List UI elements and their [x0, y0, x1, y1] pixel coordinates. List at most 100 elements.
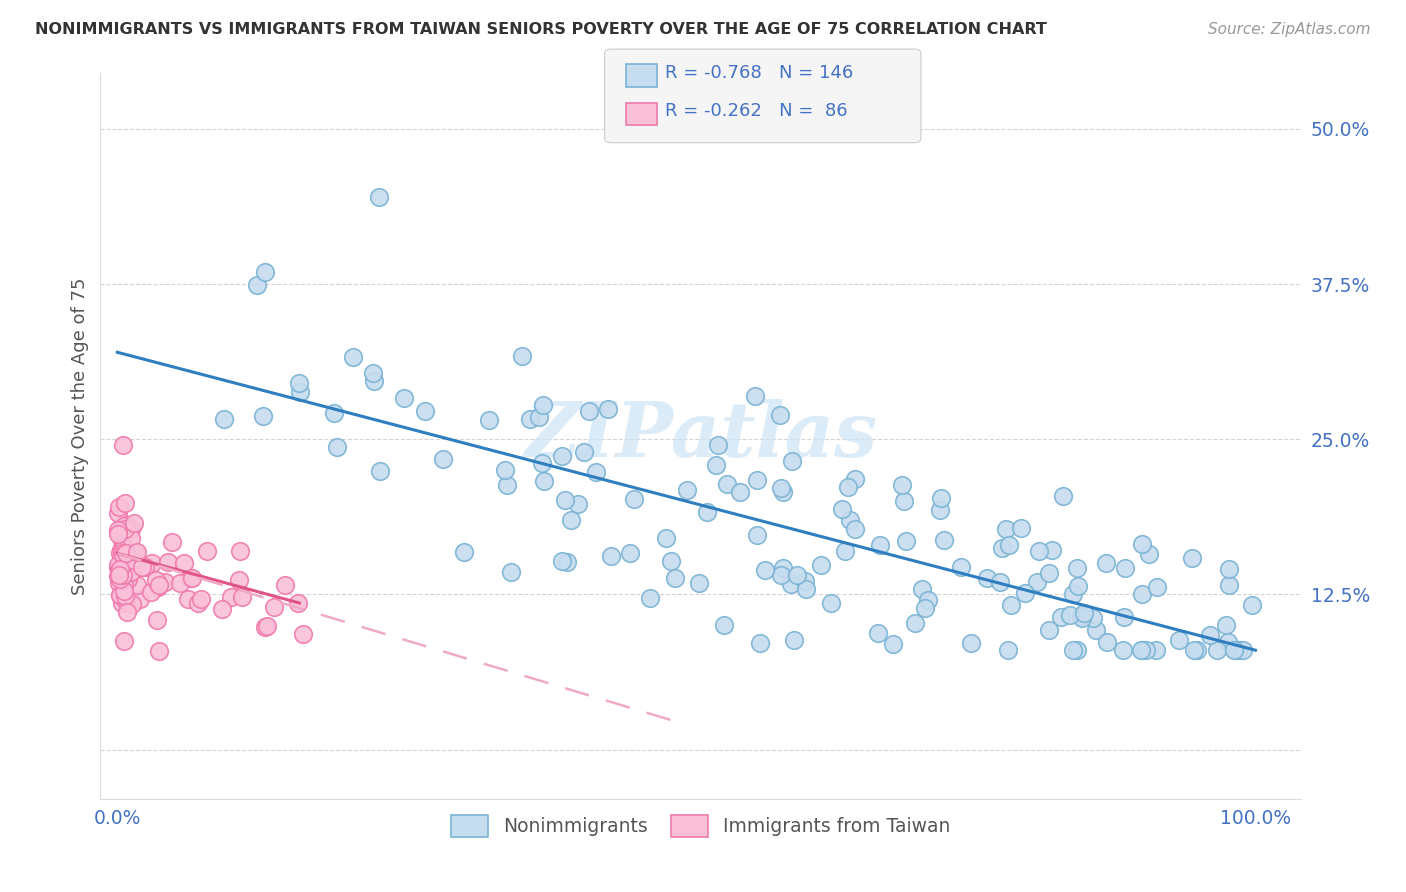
Point	[212, 412, 235, 426]
Point	[195, 544, 218, 558]
Point	[769, 567, 792, 582]
Point	[107, 524, 129, 538]
Point	[578, 403, 600, 417]
Point	[1187, 643, 1209, 657]
Point	[288, 376, 311, 390]
Point	[107, 500, 129, 514]
Point	[148, 578, 170, 592]
Point	[976, 571, 998, 585]
Point	[786, 567, 808, 582]
Point	[179, 570, 201, 584]
Point	[141, 556, 163, 570]
Point	[110, 551, 132, 566]
Point	[496, 478, 519, 492]
Point	[585, 465, 607, 479]
Point	[551, 449, 574, 463]
Point	[1146, 580, 1168, 594]
Point	[600, 549, 623, 563]
Point	[654, 531, 676, 545]
Point	[820, 596, 842, 610]
Point	[1218, 562, 1240, 576]
Point	[745, 528, 768, 542]
Point	[219, 590, 242, 604]
Point	[108, 564, 131, 578]
Point	[153, 574, 176, 589]
Point	[527, 410, 550, 425]
Point	[231, 590, 253, 604]
Point	[728, 485, 751, 500]
Point	[1198, 627, 1220, 641]
Point	[111, 546, 134, 560]
Point	[121, 531, 143, 545]
Text: ZIPatlas: ZIPatlas	[524, 399, 877, 473]
Point	[478, 413, 501, 427]
Point	[112, 567, 135, 582]
Point	[494, 463, 516, 477]
Point	[181, 571, 204, 585]
Point	[1225, 643, 1247, 657]
Point	[253, 620, 276, 634]
Point	[368, 190, 391, 204]
Point	[869, 538, 891, 552]
Point	[117, 556, 139, 570]
Point	[1139, 547, 1161, 561]
Point	[1010, 521, 1032, 535]
Point	[844, 472, 866, 486]
Point	[1062, 587, 1084, 601]
Point	[1112, 643, 1135, 657]
Point	[342, 350, 364, 364]
Point	[572, 445, 595, 459]
Point	[273, 577, 295, 591]
Point	[120, 565, 142, 579]
Point	[252, 409, 274, 423]
Point	[108, 576, 131, 591]
Point	[882, 638, 904, 652]
Point	[704, 458, 727, 473]
Point	[531, 456, 554, 470]
Point	[111, 533, 134, 547]
Point	[1050, 610, 1073, 624]
Point	[1052, 489, 1074, 503]
Point	[794, 582, 817, 596]
Point	[501, 565, 523, 579]
Point	[110, 558, 132, 572]
Point	[107, 558, 129, 572]
Point	[533, 474, 555, 488]
Point	[287, 596, 309, 610]
Point	[1014, 586, 1036, 600]
Point	[114, 519, 136, 533]
Point	[664, 571, 686, 585]
Point	[107, 506, 129, 520]
Point	[127, 545, 149, 559]
Point	[1067, 579, 1090, 593]
Point	[749, 636, 772, 650]
Point	[1114, 560, 1136, 574]
Point	[290, 385, 312, 400]
Point	[675, 483, 697, 497]
Point	[917, 592, 939, 607]
Point	[1181, 550, 1204, 565]
Point	[115, 548, 138, 562]
Point	[837, 480, 859, 494]
Point	[1130, 643, 1153, 657]
Point	[117, 572, 139, 586]
Point	[246, 277, 269, 292]
Point	[1130, 537, 1153, 551]
Point	[415, 404, 437, 418]
Point	[108, 564, 131, 578]
Point	[1223, 643, 1246, 657]
Point	[934, 533, 956, 548]
Point	[831, 501, 853, 516]
Point	[141, 584, 163, 599]
Point	[772, 561, 794, 575]
Point	[990, 541, 1012, 556]
Point	[567, 498, 589, 512]
Point	[510, 349, 533, 363]
Point	[1135, 643, 1157, 657]
Point	[659, 554, 682, 568]
Point	[112, 438, 135, 452]
Point	[893, 494, 915, 508]
Point	[598, 401, 620, 416]
Point	[890, 478, 912, 492]
Point	[1038, 566, 1060, 580]
